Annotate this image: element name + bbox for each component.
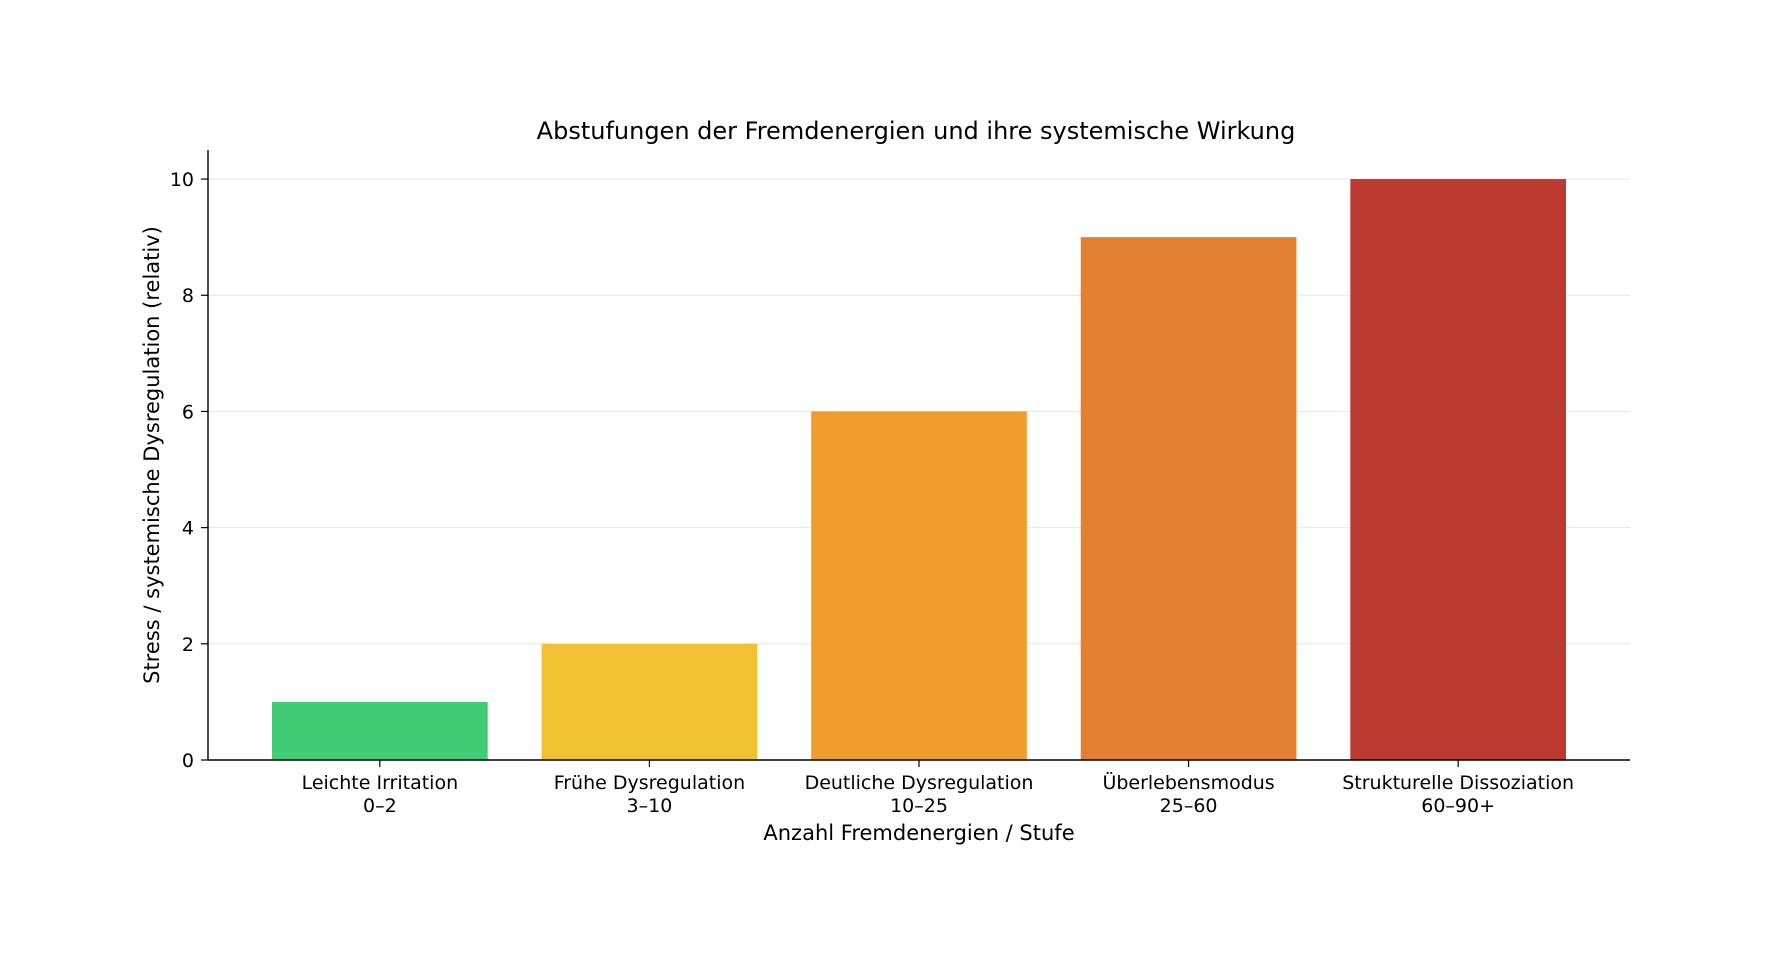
bar bbox=[272, 701, 488, 760]
y-tick-label: 4 bbox=[182, 518, 194, 540]
x-tick-label-name: Leichte Irritation bbox=[302, 772, 459, 794]
bars bbox=[272, 179, 1566, 761]
y-ticks: 0 2 4 6 8 10 bbox=[170, 169, 208, 772]
bar bbox=[811, 411, 1027, 760]
y-axis-label: Stress / systemische Dysregulation (rela… bbox=[140, 226, 164, 684]
x-axis-label: Anzahl Fremdenergien / Stufe bbox=[763, 821, 1074, 845]
bar bbox=[1350, 179, 1566, 761]
x-tick-label-range: 3–10 bbox=[627, 795, 673, 817]
y-tick-label: 0 bbox=[182, 750, 194, 772]
y-tick-label: 10 bbox=[170, 169, 194, 191]
chart-title: Abstufungen der Fremdenergien und ihre s… bbox=[537, 117, 1296, 145]
bar bbox=[541, 643, 758, 760]
x-tick-label-range: 25–60 bbox=[1160, 795, 1218, 817]
x-tick-label-name: Deutliche Dysregulation bbox=[805, 772, 1034, 794]
y-tick-label: 6 bbox=[182, 401, 194, 423]
y-tick-label: 2 bbox=[182, 634, 194, 656]
x-tick-label-name: Frühe Dysregulation bbox=[554, 772, 745, 794]
y-tick-label: 8 bbox=[182, 285, 194, 307]
x-tick-label-name: Strukturelle Dissoziation bbox=[1342, 772, 1574, 794]
x-tick-label-range: 10–25 bbox=[890, 795, 948, 817]
x-tick-label-name: Überlebensmodus bbox=[1102, 771, 1274, 794]
x-tick-label-range: 60–90+ bbox=[1421, 795, 1495, 817]
x-tick-label-range: 0–2 bbox=[363, 795, 397, 817]
bar bbox=[1080, 237, 1297, 761]
